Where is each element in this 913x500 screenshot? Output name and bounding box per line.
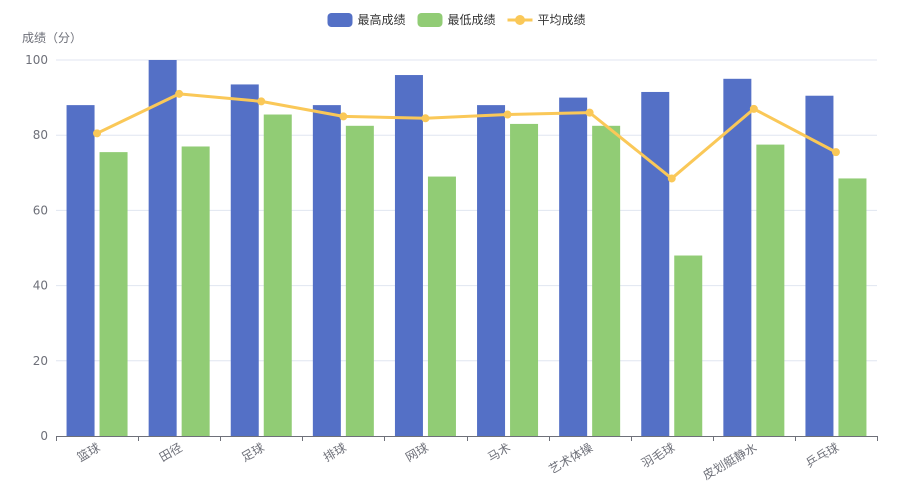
bar-最低成绩 xyxy=(674,255,703,436)
line-point xyxy=(749,104,758,113)
bar-最高成绩 xyxy=(312,105,341,437)
legend-item[interactable]: 最高成绩 xyxy=(327,12,406,27)
line-point xyxy=(257,97,266,106)
x-tick-label: 网球 xyxy=(403,440,431,464)
bar-最低成绩 xyxy=(427,176,456,436)
line-point xyxy=(175,89,184,98)
y-tick-label: 60 xyxy=(33,203,48,217)
x-tick-label: 乒乓球 xyxy=(803,440,841,470)
y-tick-label: 100 xyxy=(25,53,48,67)
bar-最低成绩 xyxy=(181,146,210,437)
x-tick-label: 足球 xyxy=(239,440,267,464)
x-tick-label: 艺术体操 xyxy=(546,440,595,477)
bar-最高成绩 xyxy=(723,78,752,437)
y-tick-label: 0 xyxy=(40,429,48,443)
y-tick-label: 80 xyxy=(33,128,48,142)
bar-最高成绩 xyxy=(805,95,834,436)
line-point xyxy=(421,114,430,123)
bar-最高成绩 xyxy=(230,84,259,436)
bar-最低成绩 xyxy=(592,125,621,437)
bar-最高成绩 xyxy=(559,97,588,436)
y-tick-label: 40 xyxy=(33,279,48,293)
bar-最低成绩 xyxy=(263,114,292,437)
bar-最高成绩 xyxy=(148,60,177,436)
bar-最低成绩 xyxy=(99,152,128,436)
legend-swatch xyxy=(327,13,353,27)
bar-最高成绩 xyxy=(394,75,423,436)
line-point xyxy=(93,129,102,138)
bar-最低成绩 xyxy=(510,123,539,437)
y-tick-label: 20 xyxy=(33,354,48,368)
x-tick-label: 马术 xyxy=(485,440,513,464)
bar-最低成绩 xyxy=(345,125,374,437)
line-point xyxy=(503,110,512,119)
bar-最高成绩 xyxy=(477,105,506,437)
x-tick-label: 羽毛球 xyxy=(639,440,677,470)
bar-最低成绩 xyxy=(838,178,867,436)
bar-最高成绩 xyxy=(66,105,95,437)
y-axis-title: 成绩（分） xyxy=(22,31,82,45)
x-tick-label: 篮球 xyxy=(74,440,102,465)
bar-最低成绩 xyxy=(756,144,785,436)
legend-swatch xyxy=(417,13,443,27)
x-tick-label: 排球 xyxy=(321,440,349,464)
line-point xyxy=(585,108,594,117)
line-series-平均成绩 xyxy=(96,92,837,180)
legend-swatch-dot xyxy=(515,15,525,25)
legend-label: 平均成绩 xyxy=(538,13,586,27)
line-point xyxy=(831,148,840,157)
line-point xyxy=(667,174,676,183)
legend-item[interactable]: 平均成绩 xyxy=(507,13,586,27)
line-point xyxy=(339,112,348,121)
x-tick-label: 皮划艇静水 xyxy=(700,440,759,482)
x-tick-label: 田径 xyxy=(157,440,185,464)
legend-label: 最高成绩 xyxy=(358,12,406,27)
legend-label: 最低成绩 xyxy=(448,13,496,27)
legend-item[interactable]: 最低成绩 xyxy=(417,13,496,27)
bar-最高成绩 xyxy=(641,91,670,437)
